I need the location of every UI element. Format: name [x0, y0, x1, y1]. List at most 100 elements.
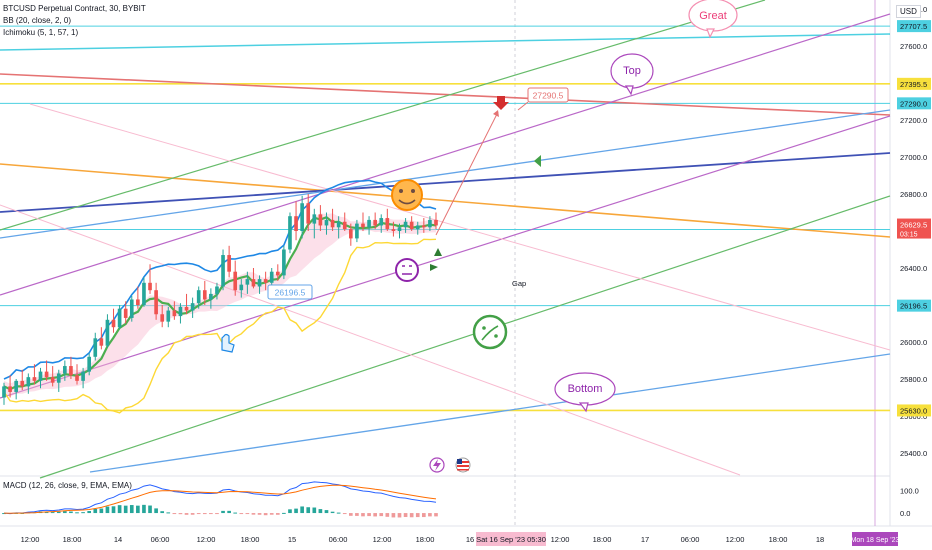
trend-line: [0, 163, 891, 238]
macd-histogram-bar: [385, 513, 390, 517]
macd-histogram-bar: [172, 513, 177, 515]
macd-histogram-bar: [99, 508, 104, 514]
candle-body: [93, 338, 98, 357]
macd-histogram-bar: [318, 509, 323, 514]
macd-histogram-bar: [403, 513, 408, 518]
drawings[interactable]: 27290.5 26196.5 Gap Top Great Bottom: [221, 0, 738, 473]
current-price-tag: [897, 218, 931, 239]
macd-legend[interactable]: MACD (12, 26, close, 9, EMA, EMA): [3, 481, 132, 490]
macd-histogram-bar: [111, 506, 116, 514]
candle-body: [209, 293, 213, 300]
candle-body: [2, 386, 6, 398]
candle-body: [233, 271, 238, 291]
macd-histogram-bar: [324, 510, 329, 514]
candle-body: [434, 219, 438, 226]
time-tick-label: 16: [466, 535, 474, 544]
macd-histogram-bar: [409, 513, 414, 518]
time-tick-label: 18:00: [593, 535, 612, 544]
time-tick-label: 14: [114, 535, 122, 544]
happy-face-icon[interactable]: [391, 179, 423, 211]
candle-body: [415, 225, 420, 230]
trend-line: [0, 109, 891, 239]
time-tick-label: 12:00: [197, 535, 216, 544]
candle-body: [190, 303, 195, 311]
lightning-event-icon[interactable]: [429, 457, 445, 473]
price-tick-label: 27000.0: [900, 153, 927, 162]
down-arrow-icon[interactable]: [493, 96, 509, 110]
great-bubble-text: Great: [699, 10, 727, 22]
candle-body: [373, 219, 377, 226]
macd-histogram-bar: [415, 513, 420, 518]
macd-histogram-bar: [391, 513, 396, 518]
confused-face-icon[interactable]: [472, 314, 508, 350]
projection-line[interactable]: [435, 111, 499, 236]
macd-tick-label: 100.0: [900, 487, 919, 496]
macd-histogram-bar: [251, 513, 256, 515]
time-tick-label: 18:00: [769, 535, 788, 544]
candle-body: [409, 221, 414, 230]
macd-histogram-bar: [166, 512, 171, 514]
bb-legend[interactable]: BB (20, close, 2, 0): [3, 16, 72, 25]
candle-body: [178, 306, 183, 317]
candle-body: [196, 290, 201, 304]
candle-body: [324, 219, 329, 226]
macd-histogram-bar: [148, 505, 152, 514]
trend-line: [89, 353, 891, 473]
price-axis[interactable]: 25400.025600.025800.026000.026200.026400…: [897, 5, 931, 458]
time-tick-label: 06:00: [681, 535, 700, 544]
price-callout-box[interactable]: [527, 87, 569, 103]
macd-histogram-bar: [69, 511, 73, 514]
time-tick-label: 15: [288, 535, 296, 544]
candle-body: [257, 279, 262, 287]
ichimoku-legend[interactable]: Ichimoku (5, 1, 57, 1): [3, 28, 79, 37]
price-tick-label: 25800.0: [900, 375, 927, 384]
macd-histogram-bar: [367, 513, 371, 517]
macd-histogram-bar: [269, 513, 274, 515]
trend-line: [0, 13, 891, 296]
end-time-label: Mon 18 Sep '23: [851, 537, 900, 544]
candle-body: [111, 319, 116, 328]
price-tick-label: 27200.0: [900, 116, 927, 125]
candle-body: [282, 249, 286, 276]
us-flag-event-icon[interactable]: [455, 457, 471, 473]
candle-body: [397, 227, 402, 231]
macd-histogram-bar: [330, 511, 335, 514]
macd-histogram-bar: [397, 513, 402, 518]
symbol-legend[interactable]: BTCUSD Perpetual Contract, 30, BYBIT: [3, 4, 146, 13]
left-arrow-icon[interactable]: [534, 155, 541, 167]
trend-line: [29, 103, 891, 351]
candle-body: [428, 219, 432, 228]
time-tick-label: 18:00: [63, 535, 82, 544]
trend-lines[interactable]: [0, 0, 891, 479]
macd-histogram-bar: [294, 508, 298, 514]
neutral-face-icon[interactable]: [395, 258, 419, 282]
candle-body: [75, 375, 79, 381]
price-tick-label: 26400.0: [900, 264, 927, 273]
bb-upper-band: [3, 179, 437, 380]
currency-label[interactable]: USD: [896, 5, 921, 18]
price-label-box[interactable]: [267, 284, 313, 300]
macd-histogram-bar: [428, 513, 432, 517]
macd-histogram-bar: [50, 512, 55, 514]
price-tag: [897, 404, 931, 417]
candle-body: [269, 271, 274, 283]
up-arrow-icon[interactable]: [434, 248, 442, 256]
trend-line: [0, 115, 891, 399]
price-tick-label: 25600.0: [900, 412, 927, 421]
time-axis[interactable]: 12:00 18:00 14 06:00 12:00 18:00 15 06:00 12:00 1…: [21, 532, 900, 546]
candle-body: [202, 290, 207, 300]
candle-body: [348, 229, 353, 239]
candle-body: [251, 279, 256, 287]
candle-body: [306, 203, 311, 224]
candle-body: [63, 366, 67, 374]
macd-histogram-bar: [215, 513, 219, 515]
candle-body: [87, 356, 92, 372]
time-tick-label: 18: [816, 535, 824, 544]
price-tick-label: 27600.0: [900, 42, 927, 51]
trend-line: [0, 0, 766, 231]
macd-histogram-bar: [342, 513, 347, 515]
candle-body: [342, 221, 347, 230]
candle-body: [294, 216, 298, 231]
candle-body: [148, 282, 152, 291]
